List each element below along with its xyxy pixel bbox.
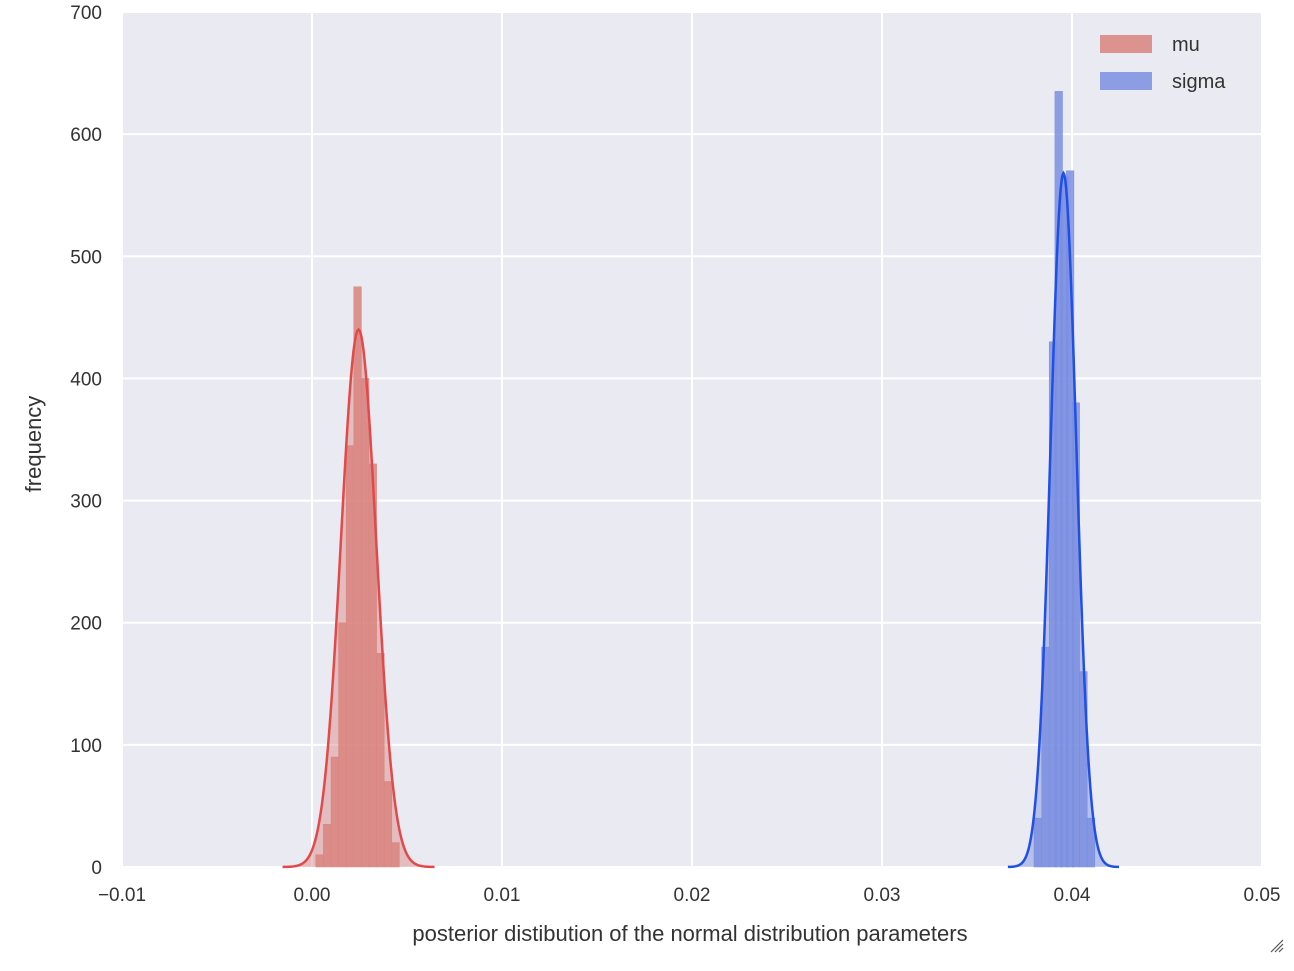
legend-swatch-sigma (1100, 72, 1152, 90)
legend-label: sigma (1172, 71, 1226, 93)
resize-handle-icon[interactable] (1268, 937, 1284, 953)
y-tick-label: 100 (70, 736, 102, 757)
y-tick-label: 600 (70, 125, 102, 146)
y-tick-label: 200 (70, 614, 102, 635)
kde-line-sigma (1007, 170, 1120, 869)
x-tick-label: 0.04 (1054, 885, 1091, 906)
kde-fill-sigma (1007, 173, 1120, 868)
y-tick-label: 400 (70, 369, 102, 390)
y-axis-ticks: 0 100 200 300 400 500 600 700 (70, 3, 102, 879)
legend-swatch-mu (1100, 35, 1152, 53)
legend-label: mu (1172, 34, 1200, 56)
y-tick-label: 700 (70, 3, 102, 24)
x-tick-label: 0.02 (674, 885, 711, 906)
y-tick-label: 0 (91, 858, 102, 879)
x-tick-label: 0.01 (484, 885, 521, 906)
y-axis-label: frequency (21, 396, 46, 493)
x-tick-label: 0.03 (864, 885, 901, 906)
kde-line-mu (282, 327, 435, 869)
x-tick-label: 0.05 (1244, 885, 1281, 906)
y-tick-label: 300 (70, 492, 102, 513)
x-axis-ticks: −0.01 0.00 0.01 0.02 0.03 0.04 0.05 (98, 885, 1281, 906)
y-tick-label: 500 (70, 247, 102, 268)
kde-fill-mu (282, 329, 435, 867)
histogram-bars (315, 91, 1096, 868)
x-tick-label: −0.01 (98, 885, 146, 906)
kde-curves (282, 170, 1120, 869)
bar-mu (383, 781, 393, 868)
x-tick-label: 0.00 (294, 885, 331, 906)
bar-mu (376, 653, 385, 868)
bar-mu (391, 842, 400, 868)
legend: mu sigma (1100, 34, 1226, 93)
bar-sigma (1086, 817, 1096, 868)
x-axis-label: posterior distibution of the normal dist… (412, 921, 967, 946)
